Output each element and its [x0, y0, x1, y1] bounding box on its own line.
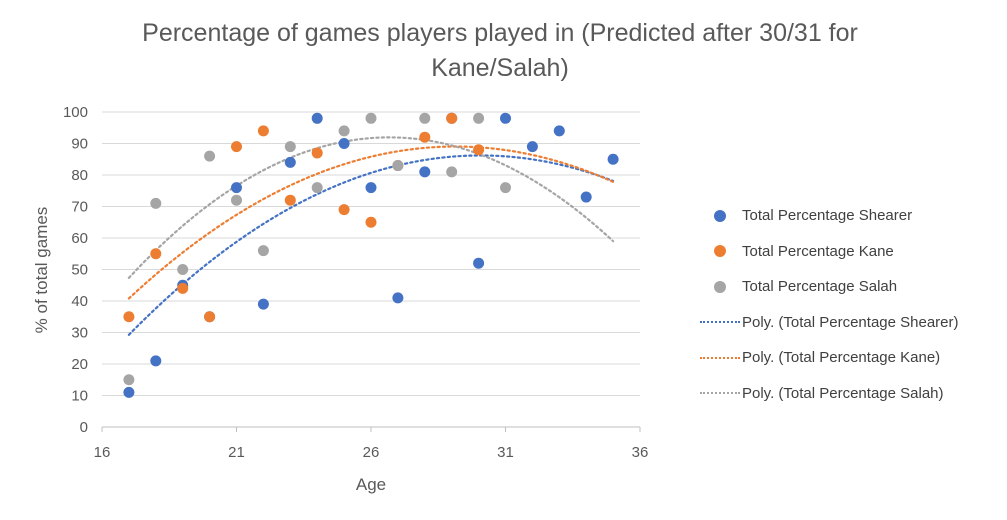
data-point-series-2: [204, 311, 216, 323]
data-point-series-1: [123, 386, 135, 398]
legend-marker-line: [700, 392, 740, 395]
x-tick-label: 31: [497, 444, 514, 461]
data-point-series-1: [338, 138, 350, 149]
data-point-series-3: [419, 112, 431, 124]
data-point-series-1: [150, 355, 162, 367]
data-point-series-3: [204, 150, 216, 162]
trendline-2: [127, 145, 615, 300]
y-tick-label: 0: [80, 419, 88, 436]
data-point-series-3: [392, 160, 404, 172]
data-point-series-2: [150, 248, 162, 260]
data-point-series-2: [311, 147, 323, 159]
chart-legend: Total Percentage Shearer Total Percentage…: [700, 198, 959, 411]
data-point-series-3: [446, 166, 458, 178]
y-tick-label: 30: [71, 325, 88, 342]
data-point-series-1: [419, 166, 431, 178]
chart-title: Percentage of games players played in (P…: [90, 16, 910, 86]
data-point-series-2: [177, 282, 189, 294]
data-point-series-2: [473, 144, 485, 156]
trendline-3: [127, 136, 615, 279]
legend-marker-dot: [700, 209, 740, 222]
data-point-series-2: [419, 131, 431, 143]
y-tick-label: 10: [71, 388, 88, 405]
legend-marker-line: [700, 356, 740, 359]
data-point-series-1: [473, 257, 485, 269]
legend-label: Total Percentage Kane: [742, 242, 894, 260]
data-point-series-2: [123, 311, 135, 323]
data-point-series-1: [311, 112, 323, 124]
legend-swatch: [700, 392, 740, 395]
y-tick-label: 50: [71, 262, 88, 279]
data-point-series-3: [150, 197, 162, 209]
legend-marker-line: [700, 321, 740, 324]
legend-label: Total Percentage Salah: [742, 278, 898, 296]
data-point-series-1: [365, 182, 377, 194]
legend-label: Total Percentage Shearer: [742, 207, 913, 225]
data-point-series-1: [607, 153, 619, 165]
legend-item: Total Percentage Shearer: [700, 198, 959, 234]
data-point-series-2: [338, 204, 350, 216]
data-point-series-3: [311, 182, 323, 194]
data-point-series-3: [257, 245, 269, 257]
data-point-series-3: [500, 182, 511, 194]
gridlines: [101, 111, 641, 432]
legend-item: Total Percentage Salah: [700, 269, 959, 305]
legend-swatch: [714, 280, 726, 293]
data-point-series-1: [553, 125, 565, 137]
legend-item: Total Percentage Kane: [700, 234, 959, 270]
legend-swatch: [700, 321, 740, 324]
legend-marker-dot: [700, 280, 740, 293]
data-point-series-2: [446, 112, 458, 124]
data-point-series-3: [473, 112, 485, 124]
legend-label: Poly. (Total Percentage Kane): [742, 349, 941, 367]
x-tick-label: 16: [94, 444, 111, 461]
data-point-series-1: [392, 292, 404, 304]
data-point-series-2: [257, 125, 269, 137]
data-point-series-1: [257, 298, 269, 310]
data-point-series-1: [231, 182, 242, 194]
data-points: [123, 112, 619, 398]
y-tick-label: 40: [71, 293, 88, 310]
y-tick-label: 90: [71, 136, 88, 153]
data-point-series-2: [284, 194, 296, 206]
y-tick-label: 20: [71, 356, 88, 373]
legend-label: Poly. (Total Percentage Shearer): [742, 313, 959, 331]
data-point-series-3: [365, 112, 377, 124]
x-axis-title: Age: [356, 475, 386, 494]
data-point-series-1: [500, 112, 511, 124]
x-tick-label: 21: [228, 444, 245, 461]
legend-item: Poly. (Total Percentage Salah): [700, 376, 959, 412]
data-point-series-3: [123, 374, 135, 386]
data-point-series-1: [284, 156, 296, 168]
data-point-series-1: [580, 191, 592, 203]
data-point-series-2: [231, 141, 242, 153]
legend-item: Poly. (Total Percentage Shearer): [700, 305, 959, 341]
legend-swatch: [700, 356, 740, 359]
trendlines: [127, 136, 615, 336]
y-tick-label: 60: [71, 230, 88, 247]
legend-swatch: [714, 209, 726, 222]
chart-title-line-1: Percentage of games players played in (P…: [142, 19, 858, 47]
x-tick-label: 36: [632, 444, 649, 461]
data-point-series-2: [365, 216, 377, 228]
legend-item: Poly. (Total Percentage Kane): [700, 340, 959, 376]
tick-labels: 0 10 20 30 40 50 60 70 80 90 100 16 21 26 31 36: [63, 104, 648, 461]
legend-label: Poly. (Total Percentage Salah): [742, 384, 944, 402]
legend-marker-dot: [700, 245, 740, 258]
y-tick-label: 80: [71, 167, 88, 184]
data-point-series-1: [526, 141, 538, 153]
y-axis-title: % of total games: [32, 207, 51, 334]
chart-title-line-2: Kane/Salah): [431, 54, 569, 82]
data-point-series-3: [338, 125, 350, 137]
data-point-series-3: [177, 264, 189, 275]
y-tick-label: 70: [71, 199, 88, 216]
y-tick-label: 100: [63, 104, 88, 121]
legend-swatch: [714, 245, 726, 258]
trendline-1: [127, 154, 615, 336]
data-point-series-3: [284, 141, 296, 153]
data-point-series-3: [231, 194, 242, 206]
x-tick-label: 26: [363, 444, 380, 461]
